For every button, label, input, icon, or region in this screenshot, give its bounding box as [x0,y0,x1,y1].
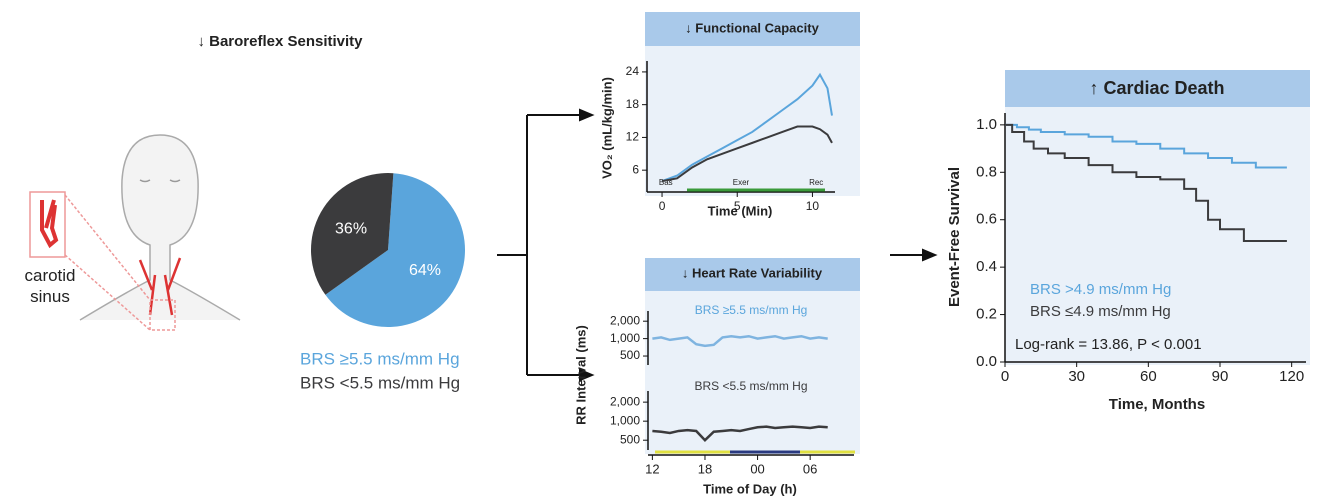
x-tick-label: 5 [734,199,741,213]
panel-annotation: BRS ≥5.5 ms/mm Hg [695,303,808,317]
y-tick-label: 1,000 [610,413,640,427]
y-tick-label: 0.8 [976,163,997,180]
data-line [661,72,833,183]
survival-curve [1005,123,1287,243]
legend-entry: BRS ≥5.5 ms/mm Hg [300,349,460,368]
x-tick-label: 60 [1140,368,1157,385]
annotation: Log-rank = 13.86, P < 0.001 [1015,336,1202,353]
pie-slice [325,173,465,327]
y-tick-label: 500 [620,432,640,446]
panel-bg [1005,107,1310,365]
main-title: ↓ Baroreflex Sensitivity [197,33,363,50]
x-tick-label: 00 [750,461,764,476]
x-tick-label: 10 [806,199,820,213]
x-tick-label: 0 [1001,368,1009,385]
y-tick-label: 500 [620,348,640,362]
x-tick-label: 120 [1279,368,1304,385]
y-tick-label: 18 [626,97,640,111]
legend-entry: BRS <5.5 ms/mm Hg [300,373,460,392]
head-illustration [29,134,241,331]
x-axis-title: Time (Min) [708,203,773,218]
phase-label: Exer [733,178,750,187]
panel-bg [645,46,860,196]
x-tick-label: 30 [1068,368,1085,385]
legend-entry: BRS ≤4.9 ms/mm Hg [1030,303,1171,320]
y-axis-title: RR Interval (ms) [573,325,588,425]
pie-slice [311,173,394,295]
y-tick-label: 0.4 [976,258,997,275]
illustration-label: carotid sinus [24,266,76,306]
legend-entry: BRS >4.9 ms/mm Hg [1030,281,1171,298]
data-line [661,125,833,183]
y-tick-label: 1.0 [976,116,997,133]
data-line [652,334,828,348]
panel-header [645,258,860,291]
y-tick-label: 0.6 [976,211,997,228]
y-tick-label: 0.2 [976,306,997,323]
x-tick-label: 06 [803,461,817,476]
y-tick-label: 0.0 [976,353,997,370]
panel-annotation: BRS <5.5 ms/mm Hg [694,379,807,393]
panel-title: ↑ Cardiac Death [1089,78,1224,98]
x-tick-label: 12 [645,461,659,476]
x-tick-label: 90 [1212,368,1229,385]
panel-header [1005,70,1310,107]
panel-title: ↓ Heart Rate Variability [682,265,823,280]
panel-title: ↓ Functional Capacity [685,20,819,35]
data-line [652,425,828,442]
phase-label: Bas [659,178,673,187]
x-tick-label: 18 [698,461,712,476]
y-tick-label: 24 [626,64,640,78]
y-axis-title: Event-Free Survival [946,167,963,307]
x-axis-title: Time of Day (h) [703,481,797,496]
connector-arrows [497,108,938,382]
y-axis-title: VO₂ (mL/kg/min) [599,77,614,179]
slice-label: 64% [409,262,441,279]
y-tick-label: 6 [632,162,639,176]
x-tick-label: 0 [659,199,666,213]
y-tick-label: 2,000 [610,313,640,327]
panel-header [645,12,860,46]
x-axis-title: Time, Months [1109,396,1205,413]
y-tick-label: 2,000 [610,394,640,408]
phase-label: Rec [809,178,823,187]
slice-label: 36% [335,221,367,238]
survival-curve [1005,123,1287,169]
y-tick-label: 12 [626,130,640,144]
y-tick-label: 1,000 [610,331,640,345]
